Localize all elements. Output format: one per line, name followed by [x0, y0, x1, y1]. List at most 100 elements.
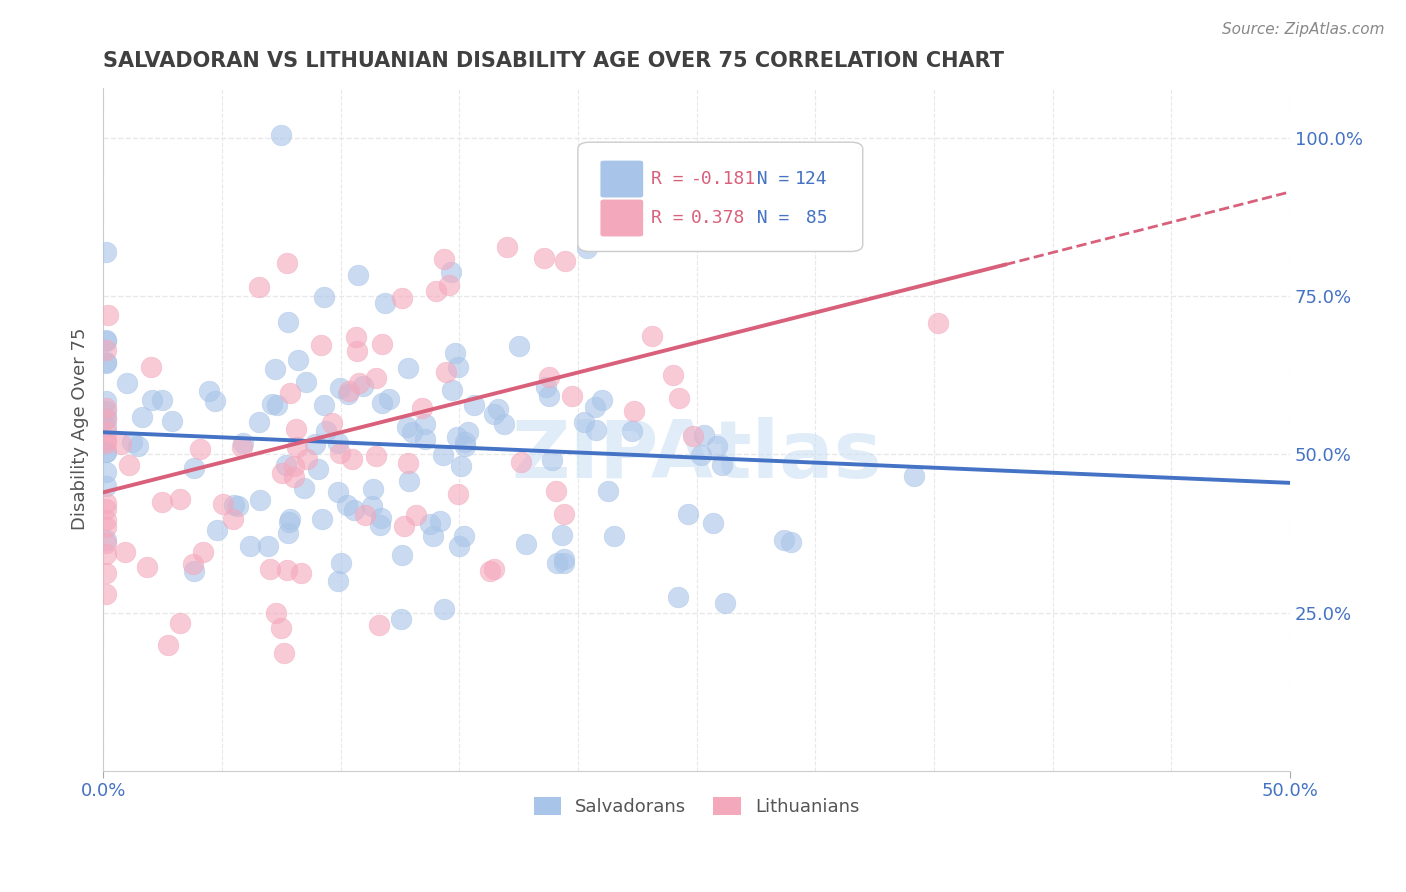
Point	[94, 436, 117, 450]
Point	[94, 403, 117, 417]
Point	[561, 389, 583, 403]
Point	[110, 437, 132, 451]
Point	[224, 498, 246, 512]
Point	[780, 534, 803, 549]
Point	[702, 516, 724, 530]
FancyBboxPatch shape	[600, 161, 643, 197]
Point	[278, 512, 301, 526]
Point	[463, 399, 485, 413]
Point	[197, 384, 219, 399]
Point	[94, 536, 117, 550]
Point	[94, 354, 117, 368]
Point	[285, 422, 308, 436]
Point	[433, 602, 456, 616]
Point	[641, 329, 664, 343]
Point	[425, 284, 447, 298]
Legend: Salvadorans, Lithuanians: Salvadorans, Lithuanians	[526, 789, 866, 823]
Point	[603, 529, 626, 543]
Text: N =: N =	[734, 209, 800, 227]
Point	[429, 514, 451, 528]
Point	[666, 590, 689, 604]
Point	[131, 410, 153, 425]
Point	[347, 376, 370, 390]
Point	[222, 511, 245, 525]
Point	[321, 416, 343, 430]
Point	[553, 507, 575, 521]
Point	[94, 495, 117, 509]
Point	[374, 296, 396, 310]
Point	[204, 393, 226, 408]
Text: 0.378: 0.378	[690, 209, 745, 227]
Point	[591, 393, 613, 408]
Text: ZIPAtlas: ZIPAtlas	[512, 417, 882, 495]
Point	[94, 465, 117, 479]
Point	[181, 558, 204, 572]
Point	[127, 439, 149, 453]
Point	[706, 439, 728, 453]
Point	[515, 537, 537, 551]
Point	[544, 484, 567, 499]
Point	[422, 529, 444, 543]
Point	[441, 383, 464, 397]
Point	[115, 376, 138, 391]
Point	[212, 497, 235, 511]
Point	[285, 440, 308, 454]
Point	[283, 459, 305, 474]
Point	[315, 424, 337, 438]
Point	[690, 448, 713, 462]
Point	[693, 427, 716, 442]
Point	[396, 361, 419, 376]
Point	[370, 511, 392, 525]
Text: Source: ZipAtlas.com: Source: ZipAtlas.com	[1222, 22, 1385, 37]
Point	[413, 417, 436, 431]
Point	[169, 615, 191, 630]
Point	[292, 481, 315, 495]
Point	[682, 429, 704, 443]
Point	[326, 484, 349, 499]
Point	[266, 606, 288, 620]
Point	[183, 564, 205, 578]
Point	[361, 499, 384, 513]
Point	[368, 617, 391, 632]
Point	[259, 562, 281, 576]
Point	[94, 393, 117, 408]
Point	[94, 533, 117, 547]
Point	[94, 334, 117, 348]
Point	[226, 500, 249, 514]
Point	[546, 556, 568, 570]
Point	[94, 401, 117, 415]
Point	[364, 450, 387, 464]
Point	[398, 475, 420, 489]
Point	[278, 386, 301, 401]
Point	[150, 495, 173, 509]
Point	[344, 329, 367, 343]
Point	[352, 379, 374, 393]
Point	[94, 479, 117, 493]
Point	[94, 356, 117, 370]
Point	[486, 402, 509, 417]
Point	[440, 264, 463, 278]
Point	[668, 391, 690, 405]
Point	[94, 424, 117, 438]
Point	[534, 380, 557, 394]
Point	[396, 456, 419, 470]
Text: SALVADORAN VS LITHUANIAN DISABILITY AGE OVER 75 CORRELATION CHART: SALVADORAN VS LITHUANIAN DISABILITY AGE …	[103, 51, 1004, 70]
Point	[121, 435, 143, 450]
Point	[94, 502, 117, 516]
Point	[141, 392, 163, 407]
Point	[156, 638, 179, 652]
Point	[311, 512, 333, 526]
Point	[247, 279, 270, 293]
Point	[169, 492, 191, 507]
Point	[295, 451, 318, 466]
Point	[621, 424, 644, 438]
Point	[309, 338, 332, 352]
Text: 85: 85	[794, 209, 828, 227]
Point	[270, 622, 292, 636]
Point	[413, 433, 436, 447]
Point	[554, 253, 576, 268]
Point	[714, 596, 737, 610]
Point	[392, 518, 415, 533]
Point	[97, 308, 120, 322]
Point	[294, 375, 316, 389]
